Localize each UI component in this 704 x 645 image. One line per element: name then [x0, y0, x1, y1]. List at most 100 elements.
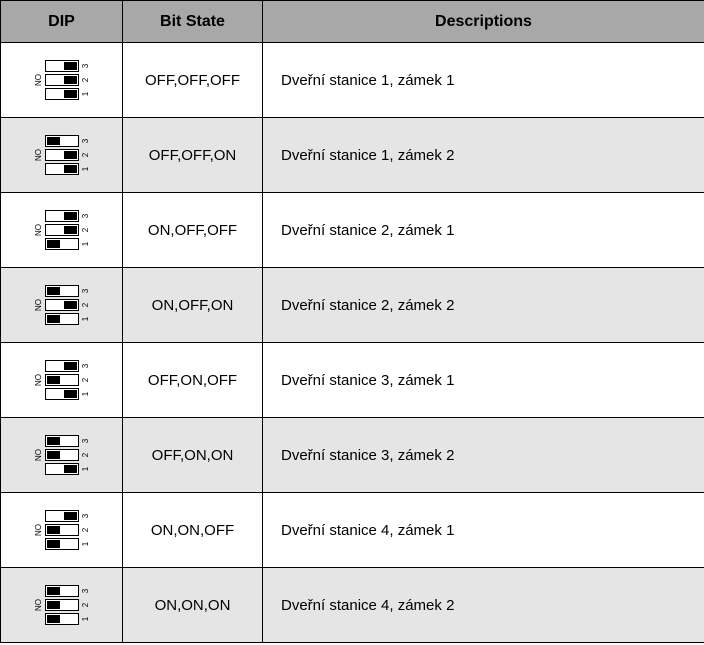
bit-state-cell: ON,OFF,OFF — [123, 193, 263, 268]
dip-slider — [64, 362, 77, 370]
dip-switch-1 — [45, 613, 79, 625]
dip-slider — [64, 62, 77, 70]
dip-cell: ON123 — [1, 193, 123, 268]
dip-switch-1 — [45, 538, 79, 550]
dip-switch-1 — [45, 163, 79, 175]
dip-cell: ON123 — [1, 343, 123, 418]
dip-switch-2 — [45, 599, 79, 611]
dip-switch-number: 1 — [82, 240, 90, 248]
dip-switch-number: 2 — [82, 451, 90, 459]
table-row: ON123ON,ON,ONDveřní stanice 4, zámek 2 — [1, 568, 704, 643]
dip-switch-2 — [45, 449, 79, 461]
dip-slider — [64, 512, 77, 520]
dip-switch-2 — [45, 524, 79, 536]
dip-switch-number: 2 — [82, 151, 90, 159]
dip-switch-icon: 123 — [45, 60, 90, 100]
description-cell: Dveřní stanice 1, zámek 1 — [263, 43, 704, 118]
table-row: ON123OFF,ON,OFFDveřní stanice 3, zámek 1 — [1, 343, 704, 418]
dip-switch-number: 1 — [82, 615, 90, 623]
dip-switch-3 — [45, 360, 79, 372]
dip-switch-number: 3 — [82, 62, 90, 70]
dip-switch-number: 3 — [82, 287, 90, 295]
dip-switch-2 — [45, 74, 79, 86]
dip-switch-number: 2 — [82, 526, 90, 534]
dip-switch-3 — [45, 135, 79, 147]
dip-slider — [47, 287, 60, 295]
dip-slider — [64, 165, 77, 173]
header-bit-state: Bit State — [123, 1, 263, 43]
dip-switch-3 — [45, 585, 79, 597]
dip-slider — [47, 615, 60, 623]
table-row: ON123OFF,ON,ONDveřní stanice 3, zámek 2 — [1, 418, 704, 493]
dip-switch-number: 1 — [82, 390, 90, 398]
dip-switch-1 — [45, 313, 79, 325]
header-descriptions: Descriptions — [263, 1, 704, 43]
dip-slider — [47, 437, 60, 445]
dip-switch-number: 3 — [82, 512, 90, 520]
bit-state-cell: OFF,ON,ON — [123, 418, 263, 493]
dip-cell: ON123 — [1, 268, 123, 343]
description-cell: Dveřní stanice 2, zámek 2 — [263, 268, 704, 343]
dip-switch-1 — [45, 88, 79, 100]
dip-switch-3 — [45, 510, 79, 522]
dip-on-label: ON — [33, 599, 41, 611]
dip-switch-icon: 123 — [45, 435, 90, 475]
dip-switch-2 — [45, 224, 79, 236]
dip-cell: ON123 — [1, 493, 123, 568]
dip-switch-icon: 123 — [45, 360, 90, 400]
dip-on-label: ON — [33, 74, 41, 86]
dip-switch-icon: 123 — [45, 210, 90, 250]
bit-state-cell: OFF,OFF,OFF — [123, 43, 263, 118]
dip-switch-number: 1 — [82, 540, 90, 548]
description-cell: Dveřní stanice 3, zámek 2 — [263, 418, 704, 493]
dip-switch-1 — [45, 238, 79, 250]
dip-switch-number: 1 — [82, 165, 90, 173]
dip-switch-number: 1 — [82, 315, 90, 323]
table-row: ON 123 OFF,OFF,OFFDveřní stanice 1, zámek … — [1, 43, 704, 118]
dip-slider — [64, 151, 77, 159]
description-cell: Dveřní stanice 2, zámek 1 — [263, 193, 704, 268]
dip-switch-icon: 1 2 3 — [45, 135, 90, 175]
description-cell: Dveřní stanice 4, zámek 1 — [263, 493, 704, 568]
dip-slider — [64, 226, 77, 234]
table-row: ON123OFF,OFF,ONDveřní stanice 1, zámek 2 — [1, 118, 704, 193]
dip-switch-1 — [45, 388, 79, 400]
dip-switch-number: 3 — [82, 587, 90, 595]
dip-slider — [47, 540, 60, 548]
dip-switch-2 — [45, 374, 79, 386]
dip-switch-number: 3 — [82, 137, 90, 145]
dip-cell: ON 1 2 3 — [1, 118, 123, 193]
table-row: ON123ON,OFF,ONDveřní stanice 2, zámek 2 — [1, 268, 704, 343]
dip-switch-3 — [45, 285, 79, 297]
dip-on-label: ON — [33, 149, 41, 161]
bit-state-cell: OFF,ON,OFF — [123, 343, 263, 418]
dip-slider — [47, 376, 60, 384]
dip-switch-number: 3 — [82, 437, 90, 445]
dip-switch-3 — [45, 435, 79, 447]
table-body: ON 1 2 3 OFF,OFF,OFFDveřní stanice 1, zámek … — [1, 43, 704, 643]
dip-cell: ON 123 — [1, 43, 123, 118]
bit-state-cell: ON,ON,ON — [123, 568, 263, 643]
table-row: ON123ON,OFF,OFFDveřní stanice 2, zámek 1 — [1, 193, 704, 268]
dip-slider — [47, 601, 60, 609]
dip-on-label: ON — [33, 449, 41, 461]
table-header-row: DIP Bit State Descriptions — [1, 1, 704, 43]
dip-switch-3 — [45, 210, 79, 222]
dip-slider — [64, 390, 77, 398]
header-dip: DIP — [1, 1, 123, 43]
bit-state-cell: ON,OFF,ON — [123, 268, 263, 343]
dip-switch-number: 2 — [82, 376, 90, 384]
dip-switch-number: 1 — [82, 90, 90, 98]
dip-slider — [64, 301, 77, 309]
dip-slider — [64, 90, 77, 98]
dip-switch-number: 2 — [82, 226, 90, 234]
dip-switch-icon: 123 — [45, 585, 90, 625]
bit-state-cell: OFF,OFF,ON — [123, 118, 263, 193]
bit-state-cell: ON,ON,OFF — [123, 493, 263, 568]
description-cell: Dveřní stanice 3, zámek 1 — [263, 343, 704, 418]
dip-switch-2 — [45, 149, 79, 161]
dip-slider — [47, 240, 60, 248]
dip-slider — [47, 315, 60, 323]
dip-cell: ON 123 — [1, 568, 123, 643]
dip-switch-3 — [45, 60, 79, 72]
